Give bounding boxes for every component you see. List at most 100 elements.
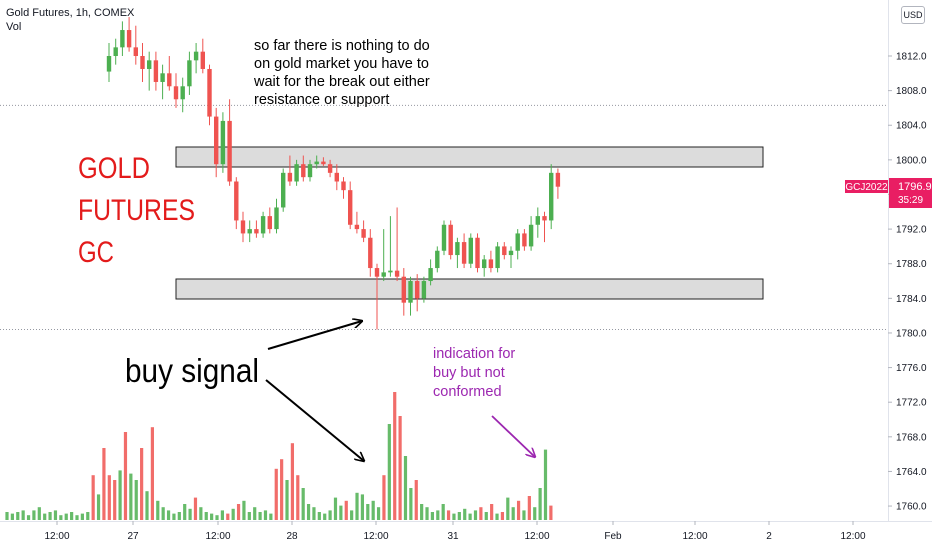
volume-bar <box>430 512 435 520</box>
candle-body <box>120 30 125 48</box>
note-line: resistance or support <box>254 92 389 108</box>
indication-arrow <box>491 415 535 457</box>
volume-bar <box>398 416 402 520</box>
price-tick-label: 1772.0 <box>896 398 927 409</box>
volume-bar <box>490 504 494 520</box>
candle-body <box>488 259 494 269</box>
candle-body <box>267 216 272 230</box>
candle-body <box>314 161 319 165</box>
candle-body <box>428 268 433 282</box>
note-line: wait for the break out either <box>253 74 430 90</box>
volume-bar <box>113 480 117 520</box>
candle-body <box>167 73 172 87</box>
volume-bar <box>5 512 9 520</box>
time-tick-label: 12:00 <box>524 531 549 542</box>
current-price-tag: GCJ2022 1796.9 35:29 <box>845 178 932 208</box>
indication-line: indication for <box>433 346 515 362</box>
volume-bar <box>527 496 531 520</box>
support-zone[interactable] <box>175 278 764 300</box>
candle-body <box>274 207 279 230</box>
volume-bar <box>21 510 25 520</box>
title-line: GOLD <box>78 152 150 185</box>
plot-background <box>0 0 888 521</box>
candle-body <box>408 281 413 303</box>
volume-bar <box>366 504 370 520</box>
time-tick-label: Feb <box>604 531 622 542</box>
indication-line: buy but not <box>433 365 505 381</box>
volume-bar <box>96 494 101 520</box>
volume-bar <box>355 492 359 520</box>
volume-bar <box>371 500 375 520</box>
time-tick-label: 27 <box>127 531 139 542</box>
indication-line: conformed <box>433 384 502 400</box>
candle-body <box>140 56 145 69</box>
candle-body <box>240 220 246 234</box>
time-tick-label: 12:00 <box>682 531 707 542</box>
price-tick-label: 1784.0 <box>896 294 927 305</box>
volume-bar <box>538 488 542 520</box>
price-tick-label: 1764.0 <box>896 467 927 478</box>
resistance-zone[interactable] <box>175 146 764 168</box>
note-text-block: so far there is nothing to do on gold ma… <box>253 38 430 108</box>
buy-signal-arrow-upper <box>267 321 362 350</box>
candle-body <box>294 164 299 182</box>
volume-bar <box>516 500 521 520</box>
price-tick-label: 1804.0 <box>896 121 927 132</box>
candle-body <box>482 259 487 269</box>
candle-body <box>502 246 507 256</box>
volume-bar <box>204 512 208 520</box>
volume-bar <box>166 510 171 520</box>
candle-body <box>528 224 534 247</box>
volume-bar <box>403 456 408 520</box>
volume-bar <box>350 510 354 520</box>
candle-body <box>247 229 252 234</box>
volume-bar <box>328 510 332 520</box>
candle-body <box>555 172 561 187</box>
currency-button[interactable]: USD <box>901 6 925 24</box>
candle-body <box>126 30 132 48</box>
volume-indicator-label[interactable]: Vol <box>6 21 22 33</box>
candle-body <box>495 246 500 269</box>
volume-bar <box>161 507 165 520</box>
volume-bar <box>253 507 257 520</box>
price-tick-label: 1776.0 <box>896 363 927 374</box>
note-line: on gold market you have to <box>254 56 429 72</box>
volume-bar <box>333 497 338 520</box>
symbol-title[interactable]: Gold Futures, 1h, COMEX <box>6 7 135 19</box>
volume-bar <box>506 497 510 520</box>
candle-body <box>508 250 514 256</box>
time-tick-label: 12:00 <box>363 531 388 542</box>
volume-bar <box>86 512 90 520</box>
volume-bar <box>425 507 429 520</box>
volume-bar <box>263 510 268 520</box>
volume-bar <box>409 488 413 520</box>
candle-body <box>180 86 185 100</box>
candle-body <box>193 51 199 61</box>
price-tick-label: 1760.0 <box>896 502 927 513</box>
price-tag <box>889 178 932 208</box>
volume-bar <box>414 480 418 520</box>
volume-bar <box>301 488 305 520</box>
symbol-tag <box>845 180 888 193</box>
buy-signal-label: buy signal <box>125 352 259 389</box>
chart-legend: Gold Futures, 1h, COMEX Vol <box>6 6 134 34</box>
candle-body <box>281 172 286 208</box>
volume-bar <box>236 504 241 520</box>
volume-bar <box>123 432 128 520</box>
candle-body <box>214 116 219 165</box>
volume-bar <box>360 494 365 520</box>
candle-body <box>133 47 138 56</box>
candle-body <box>381 272 386 277</box>
title-line: GC <box>78 236 114 269</box>
price-tag-value: 1796.9 <box>898 181 932 193</box>
candle-body <box>287 172 293 182</box>
candle-body <box>207 68 212 117</box>
volume-bar <box>317 512 321 520</box>
volume-bar <box>296 475 300 520</box>
candle-body <box>354 224 360 230</box>
indication-note: indication for buy but not conformed <box>433 346 515 400</box>
volume-bar <box>10 513 14 520</box>
candle-body <box>348 190 353 225</box>
symbol-tag-text: GCJ2022 <box>845 182 888 193</box>
